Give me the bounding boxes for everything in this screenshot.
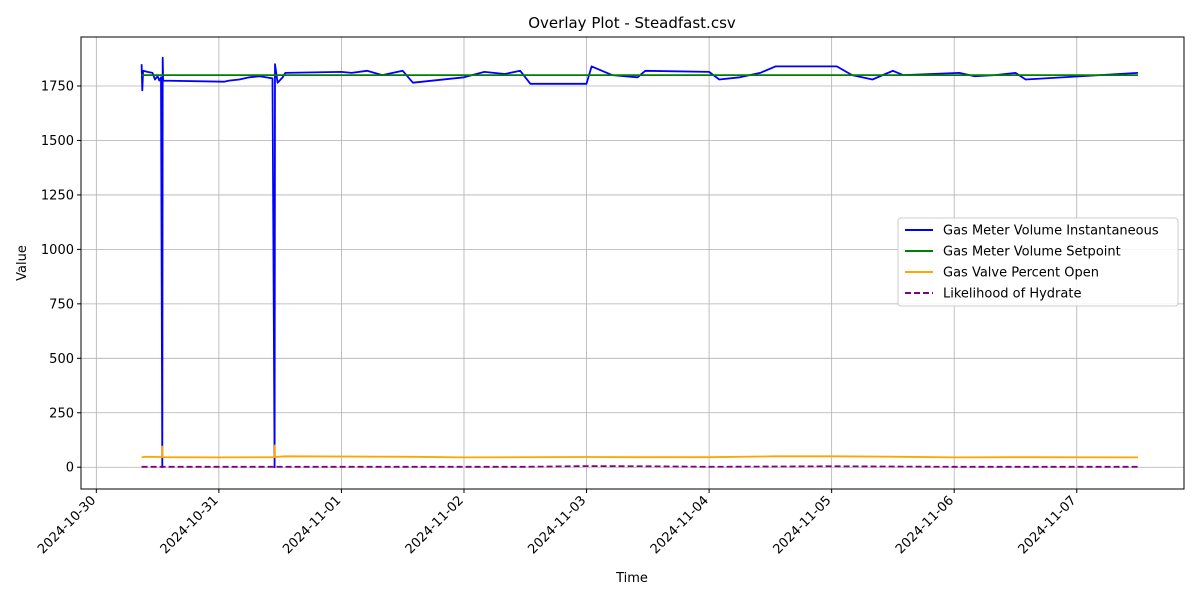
y-tick-label: 0 (66, 461, 74, 476)
legend-label: Likelihood of Hydrate (943, 287, 1081, 302)
legend-label: Gas Meter Volume Instantaneous (943, 224, 1159, 239)
y-tick-label: 250 (49, 406, 74, 421)
y-tick-label: 1500 (41, 134, 74, 149)
y-tick-label: 1250 (41, 188, 74, 203)
y-tick-label: 500 (49, 352, 74, 367)
series-line-4 (141, 465, 1138, 468)
y-tick-label: 1750 (41, 80, 74, 95)
y-axis-ticks: 0 250 500 750 1000 1250 1500 1750 (41, 80, 81, 476)
y-tick-label: 750 (49, 297, 74, 312)
legend-label: Gas Meter Volume Setpoint (943, 245, 1121, 260)
series-line-3 (141, 444, 1139, 459)
y-axis-label: Value (15, 245, 30, 281)
legend-box (897, 217, 1179, 307)
chart-title: Overlay Plot - Steadfast.csv (528, 14, 736, 32)
plot-area-frame (80, 36, 1185, 490)
y-tick-label: 1000 (41, 243, 74, 258)
legend-label: Gas Valve Percent Open (943, 266, 1099, 281)
legend: Gas Meter Volume Instantaneous Gas Meter … (897, 217, 1179, 307)
series-lines (140, 56, 1139, 469)
x-axis-label: Time (615, 571, 648, 586)
